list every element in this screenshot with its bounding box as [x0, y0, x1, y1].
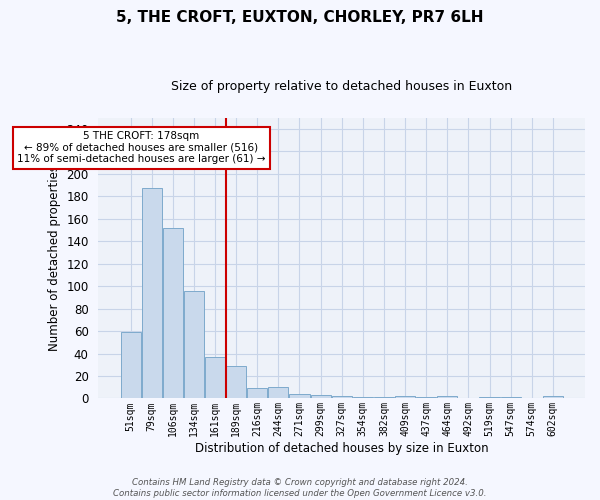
Bar	[247, 388, 267, 398]
Bar	[163, 228, 183, 398]
Bar	[184, 290, 204, 399]
Bar	[437, 396, 457, 398]
Bar	[142, 188, 162, 398]
Y-axis label: Number of detached properties: Number of detached properties	[48, 165, 61, 351]
X-axis label: Distribution of detached houses by size in Euxton: Distribution of detached houses by size …	[195, 442, 488, 455]
Bar	[289, 394, 310, 398]
Text: 5, THE CROFT, EUXTON, CHORLEY, PR7 6LH: 5, THE CROFT, EUXTON, CHORLEY, PR7 6LH	[116, 10, 484, 25]
Text: Contains HM Land Registry data © Crown copyright and database right 2024.
Contai: Contains HM Land Registry data © Crown c…	[113, 478, 487, 498]
Bar	[226, 366, 246, 398]
Bar	[205, 357, 225, 399]
Title: Size of property relative to detached houses in Euxton: Size of property relative to detached ho…	[171, 80, 512, 93]
Text: 5 THE CROFT: 178sqm
← 89% of detached houses are smaller (516)
11% of semi-detac: 5 THE CROFT: 178sqm ← 89% of detached ho…	[17, 131, 265, 164]
Bar	[121, 332, 140, 398]
Bar	[543, 396, 563, 398]
Bar	[268, 387, 289, 398]
Bar	[311, 395, 331, 398]
Bar	[395, 396, 415, 398]
Bar	[332, 396, 352, 398]
